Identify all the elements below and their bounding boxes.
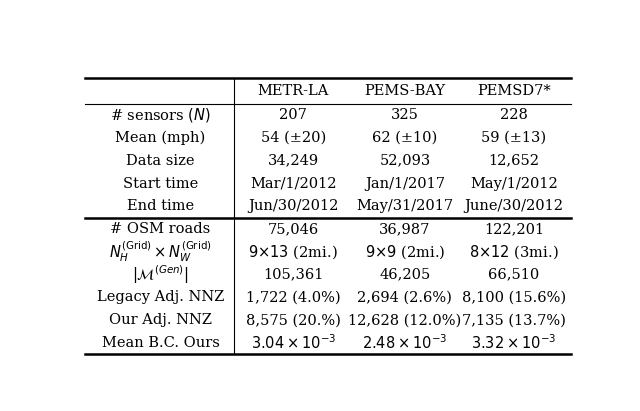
Text: 2,694 (2.6%): 2,694 (2.6%) xyxy=(358,291,452,305)
Text: $3.04 \times 10^{-3}$: $3.04 \times 10^{-3}$ xyxy=(250,334,336,352)
Text: Mean (mph): Mean (mph) xyxy=(115,131,205,145)
Text: $N_H^{\mathrm{(Grid)}} \times N_W^{\mathrm{(Grid)}}$: $N_H^{\mathrm{(Grid)}} \times N_W^{\math… xyxy=(109,240,212,264)
Text: Jan/1/2017: Jan/1/2017 xyxy=(365,176,445,191)
Text: 7,135 (13.7%): 7,135 (13.7%) xyxy=(462,313,566,327)
Text: 34,249: 34,249 xyxy=(268,154,319,168)
Text: METR-LA: METR-LA xyxy=(257,84,329,98)
Text: Our Adj. NNZ: Our Adj. NNZ xyxy=(109,313,212,327)
Text: $2.48 \times 10^{-3}$: $2.48 \times 10^{-3}$ xyxy=(362,334,447,352)
Text: Start time: Start time xyxy=(123,176,198,191)
Text: Mar/1/2012: Mar/1/2012 xyxy=(250,176,337,191)
Text: Jun/30/2012: Jun/30/2012 xyxy=(248,199,339,213)
Text: 12,652: 12,652 xyxy=(488,154,540,168)
Text: 12,628 (12.0%): 12,628 (12.0%) xyxy=(348,313,461,327)
Text: 228: 228 xyxy=(500,108,528,122)
Text: 54 (±20): 54 (±20) xyxy=(260,131,326,145)
Text: 122,201: 122,201 xyxy=(484,222,544,236)
Text: Data size: Data size xyxy=(126,154,195,168)
Text: 62 (±10): 62 (±10) xyxy=(372,131,438,145)
Text: Mean B.C. Ours: Mean B.C. Ours xyxy=(102,336,220,350)
Text: June/30/2012: June/30/2012 xyxy=(465,199,563,213)
Text: 36,987: 36,987 xyxy=(379,222,431,236)
Text: PEMS-BAY: PEMS-BAY xyxy=(364,84,445,98)
Text: May/31/2017: May/31/2017 xyxy=(356,199,454,213)
Text: # OSM roads: # OSM roads xyxy=(111,222,211,236)
Text: 325: 325 xyxy=(391,108,419,122)
Text: $3.32 \times 10^{-3}$: $3.32 \times 10^{-3}$ xyxy=(471,334,557,352)
Text: $8{\times}12$ (3mi.): $8{\times}12$ (3mi.) xyxy=(469,243,559,261)
Text: 59 (±13): 59 (±13) xyxy=(481,131,547,145)
Text: 1,722 (4.0%): 1,722 (4.0%) xyxy=(246,291,340,305)
Text: Legacy Adj. NNZ: Legacy Adj. NNZ xyxy=(97,291,224,305)
Text: 52,093: 52,093 xyxy=(380,154,431,168)
Text: 46,205: 46,205 xyxy=(380,268,431,282)
Text: 8,100 (15.6%): 8,100 (15.6%) xyxy=(462,291,566,305)
Text: $9{\times}13$ (2mi.): $9{\times}13$ (2mi.) xyxy=(248,243,338,261)
Text: PEMSD7*: PEMSD7* xyxy=(477,84,551,98)
Text: May/1/2012: May/1/2012 xyxy=(470,176,558,191)
Text: 8,575 (20.%): 8,575 (20.%) xyxy=(246,313,340,327)
Text: $9{\times}9$ (2mi.): $9{\times}9$ (2mi.) xyxy=(365,243,445,261)
Text: 75,046: 75,046 xyxy=(268,222,319,236)
Text: End time: End time xyxy=(127,199,194,213)
Text: $|\mathcal{M}^{(Gen)}|$: $|\mathcal{M}^{(Gen)}|$ xyxy=(132,263,189,286)
Text: # sensors $(N)$: # sensors $(N)$ xyxy=(110,106,211,124)
Text: 66,510: 66,510 xyxy=(488,268,540,282)
Text: 105,361: 105,361 xyxy=(263,268,323,282)
Text: 207: 207 xyxy=(279,108,307,122)
